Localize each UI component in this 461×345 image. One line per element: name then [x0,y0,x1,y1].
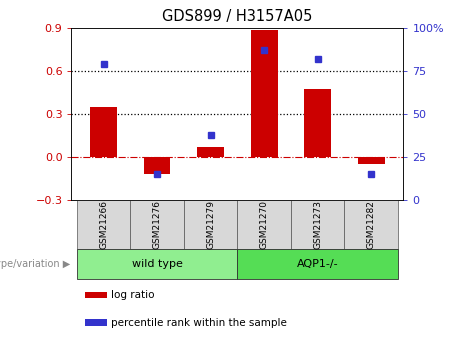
Bar [304,89,331,157]
Text: GSM21270: GSM21270 [260,200,269,249]
Bar [130,200,184,249]
Bar [144,157,171,174]
Title: GDS899 / H3157A05: GDS899 / H3157A05 [162,9,313,24]
Text: genotype/variation ▶: genotype/variation ▶ [0,259,71,269]
Text: GSM21276: GSM21276 [153,200,162,249]
Text: GSM21266: GSM21266 [99,200,108,249]
Text: log ratio: log ratio [111,290,155,300]
Bar [291,200,344,249]
Text: GSM21273: GSM21273 [313,200,322,249]
Bar [237,249,398,279]
Bar [77,200,130,249]
Bar [184,200,237,249]
Bar [85,319,106,326]
Bar [251,30,278,157]
Bar [197,147,224,157]
Bar [85,292,106,298]
Bar [90,107,117,157]
Text: percentile rank within the sample: percentile rank within the sample [111,318,287,328]
Text: AQP1-/-: AQP1-/- [297,259,338,269]
Bar [358,157,384,164]
Text: wild type: wild type [132,259,183,269]
Bar [77,249,237,279]
Bar [237,200,291,249]
Text: GSM21282: GSM21282 [367,200,376,249]
Bar [344,200,398,249]
Text: GSM21279: GSM21279 [206,200,215,249]
